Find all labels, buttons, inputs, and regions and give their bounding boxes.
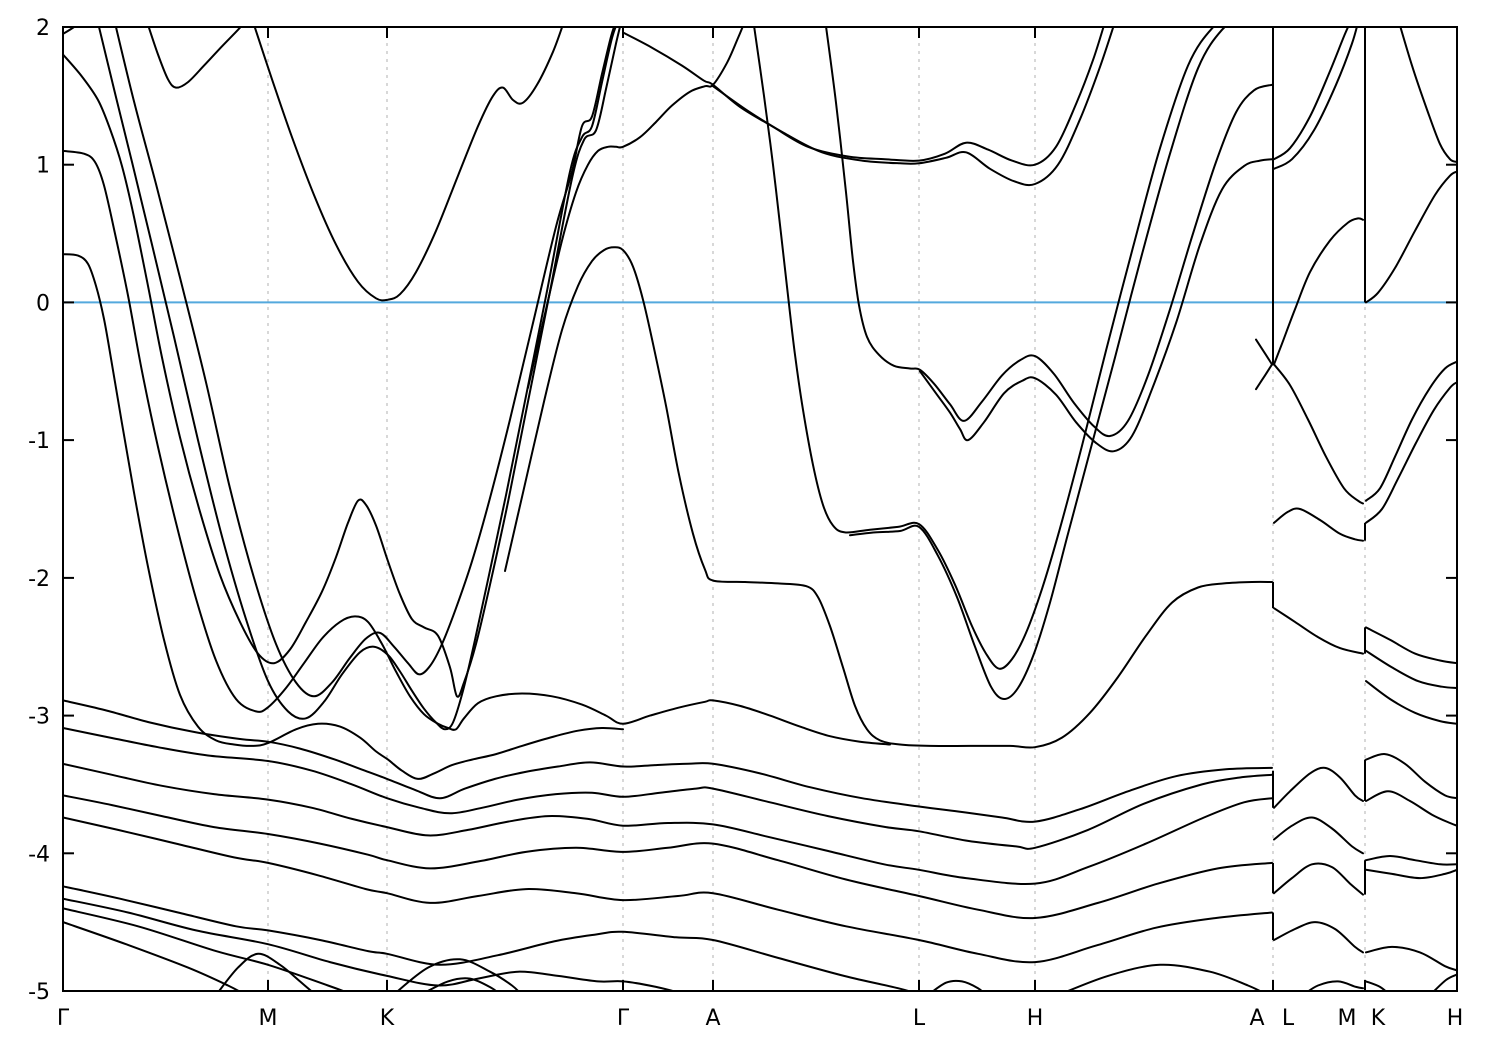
- band-kh_3: [1365, 360, 1457, 502]
- x-tick-label: H: [1027, 1006, 1044, 1031]
- band-v8: [63, 907, 347, 991]
- y-axis-tick-labels: 2 1 0 -1 -2 -3 -4 -5: [28, 16, 50, 1005]
- band-kh_10: [1365, 855, 1457, 866]
- x-ticks: [267, 27, 1366, 991]
- x-tick-label: A: [1249, 1006, 1264, 1031]
- band-arch1: [217, 952, 313, 991]
- band-dip_band: [147, 27, 242, 89]
- band-lm_6b: [1273, 816, 1364, 855]
- band-kh_11: [1365, 868, 1457, 880]
- x-gridlines: [267, 27, 1366, 991]
- y-tick-label: -4: [28, 842, 50, 867]
- x-tick-label: M: [1338, 1006, 1357, 1031]
- band-v9: [63, 921, 241, 991]
- band-arch3: [931, 979, 984, 991]
- y-tick-label: 1: [36, 154, 50, 179]
- band-lm_3b: [1273, 363, 1364, 505]
- band-v5: [63, 816, 1273, 964]
- band-lm_2: [1273, 27, 1358, 170]
- band-kh_12: [1365, 945, 1457, 972]
- band-lm_6: [1273, 766, 1364, 809]
- band-a2_stub_dn: [1255, 363, 1273, 391]
- y-tick-label: -5: [28, 980, 50, 1005]
- band-lm_3: [1273, 217, 1364, 366]
- x-tick-label: K: [380, 1006, 395, 1031]
- x-tick-label: Γ: [617, 1006, 630, 1031]
- band-v2: [63, 727, 1273, 850]
- band-a2_stub_up: [1255, 338, 1273, 366]
- band-gamma_035: [63, 253, 624, 780]
- y-tick-label: -3: [28, 705, 50, 730]
- band-kh_7: [1365, 680, 1457, 725]
- band-lm_9: [1306, 980, 1364, 991]
- band-v4: [63, 794, 1273, 920]
- band-arch2b: [425, 977, 498, 991]
- band-v3: [63, 762, 1273, 885]
- band-steep1: [63, 27, 621, 698]
- x-tick-label: H: [1447, 1006, 1464, 1031]
- y-tick-label: -1: [28, 429, 50, 454]
- x-tick-label: M: [259, 1006, 278, 1031]
- band-wpair_b: [919, 158, 1273, 453]
- band-gamma2_hump: [504, 246, 1273, 749]
- band-kh_1: [1399, 27, 1457, 163]
- band-plunger1: [753, 27, 1215, 670]
- band-lm_8: [1273, 921, 1364, 954]
- band-pair_lower: [712, 27, 1115, 187]
- band-kh_14: [1432, 973, 1457, 991]
- y-tick-label: 2: [36, 16, 50, 41]
- x-tick-label: L: [913, 1006, 926, 1031]
- band-kh_13: [1365, 980, 1387, 991]
- band-steep3: [114, 27, 616, 698]
- band-steep2: [97, 27, 617, 731]
- band-kh_6: [1365, 649, 1457, 689]
- band-kh_8: [1365, 753, 1457, 800]
- x-tick-label: L: [1282, 1006, 1295, 1031]
- band-top_left: [63, 27, 76, 35]
- band-v6b: [1065, 963, 1263, 991]
- x-tick-label: A: [705, 1006, 720, 1031]
- band-kh_2: [1365, 170, 1457, 304]
- band-plunger2: [849, 27, 1227, 700]
- x-tick-label: Γ: [57, 1006, 70, 1031]
- band-y_band: [622, 27, 1105, 167]
- y-tick-label: 0: [36, 291, 50, 316]
- band-lm_1: [1273, 27, 1350, 161]
- band-v1: [63, 699, 1273, 823]
- band-lm_4: [1273, 507, 1364, 542]
- band-gamma_110: [63, 149, 891, 746]
- band-kh_4: [1365, 381, 1457, 524]
- band-lines: [63, 27, 1457, 991]
- band-v6: [63, 885, 913, 991]
- plot-border: [62, 26, 1458, 992]
- band-k_dip: [253, 27, 564, 302]
- y-ticks: [63, 26, 1457, 992]
- band-kh_5: [1365, 626, 1457, 665]
- band-lm_7: [1273, 862, 1364, 896]
- band-lm_5: [1273, 607, 1364, 655]
- band-wpair_a: [825, 27, 1273, 438]
- band-arch2a: [396, 958, 520, 991]
- x-tick-label: K: [1371, 1006, 1386, 1031]
- band-v7: [63, 897, 677, 991]
- band-kh_9: [1365, 790, 1457, 827]
- y-tick-label: -2: [28, 567, 50, 592]
